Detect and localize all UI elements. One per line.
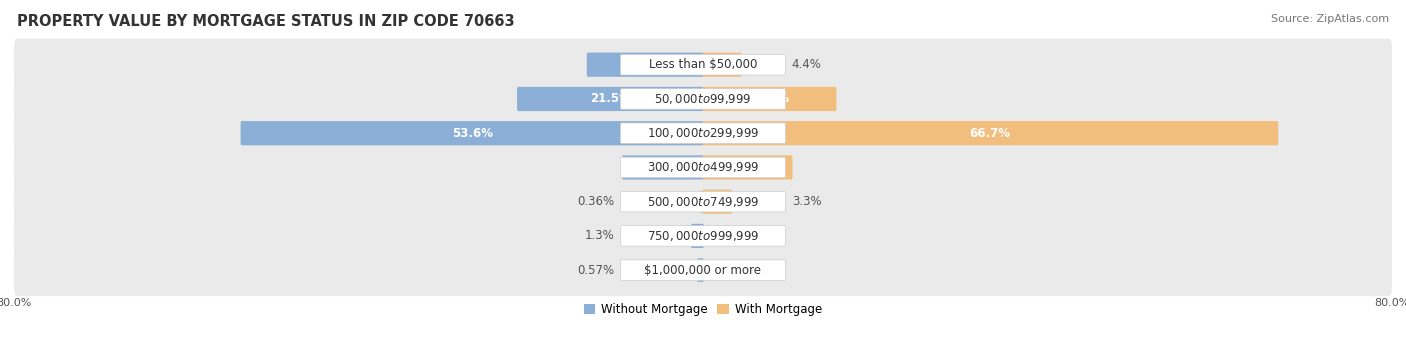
Text: $300,000 to $499,999: $300,000 to $499,999 (647, 160, 759, 174)
Text: PROPERTY VALUE BY MORTGAGE STATUS IN ZIP CODE 70663: PROPERTY VALUE BY MORTGAGE STATUS IN ZIP… (17, 14, 515, 29)
FancyBboxPatch shape (14, 73, 1392, 125)
FancyBboxPatch shape (14, 141, 1392, 193)
FancyBboxPatch shape (14, 210, 1392, 262)
FancyBboxPatch shape (586, 53, 704, 77)
FancyBboxPatch shape (620, 54, 786, 75)
Legend: Without Mortgage, With Mortgage: Without Mortgage, With Mortgage (579, 298, 827, 321)
FancyBboxPatch shape (14, 107, 1392, 159)
FancyBboxPatch shape (620, 157, 786, 178)
FancyBboxPatch shape (697, 258, 704, 282)
Text: 15.4%: 15.4% (749, 92, 790, 105)
Text: $50,000 to $99,999: $50,000 to $99,999 (654, 92, 752, 106)
Text: Source: ZipAtlas.com: Source: ZipAtlas.com (1271, 14, 1389, 23)
Text: 1.3%: 1.3% (585, 230, 614, 242)
FancyBboxPatch shape (702, 190, 733, 214)
FancyBboxPatch shape (620, 226, 786, 246)
Text: $500,000 to $749,999: $500,000 to $749,999 (647, 195, 759, 209)
FancyBboxPatch shape (240, 121, 704, 145)
Text: $750,000 to $999,999: $750,000 to $999,999 (647, 229, 759, 243)
FancyBboxPatch shape (517, 87, 704, 111)
Text: 3.3%: 3.3% (792, 195, 821, 208)
FancyBboxPatch shape (14, 176, 1392, 228)
Text: 9.3%: 9.3% (647, 161, 679, 174)
Text: 66.7%: 66.7% (970, 127, 1011, 140)
FancyBboxPatch shape (702, 121, 1278, 145)
Text: 0.57%: 0.57% (578, 264, 614, 277)
FancyBboxPatch shape (702, 87, 837, 111)
Text: 21.5%: 21.5% (591, 92, 631, 105)
FancyBboxPatch shape (14, 244, 1392, 296)
FancyBboxPatch shape (620, 89, 786, 109)
FancyBboxPatch shape (14, 39, 1392, 91)
FancyBboxPatch shape (620, 260, 786, 280)
Text: 13.4%: 13.4% (624, 58, 665, 71)
FancyBboxPatch shape (621, 155, 704, 180)
FancyBboxPatch shape (702, 53, 742, 77)
Text: 0.36%: 0.36% (578, 195, 614, 208)
FancyBboxPatch shape (690, 224, 704, 248)
FancyBboxPatch shape (702, 155, 793, 180)
Text: $100,000 to $299,999: $100,000 to $299,999 (647, 126, 759, 140)
FancyBboxPatch shape (699, 191, 703, 212)
FancyBboxPatch shape (620, 123, 786, 143)
FancyBboxPatch shape (620, 191, 786, 212)
Text: $1,000,000 or more: $1,000,000 or more (644, 264, 762, 277)
Text: 53.6%: 53.6% (451, 127, 492, 140)
Text: 10.3%: 10.3% (727, 161, 768, 174)
Text: Less than $50,000: Less than $50,000 (648, 58, 758, 71)
Text: 4.4%: 4.4% (792, 58, 821, 71)
